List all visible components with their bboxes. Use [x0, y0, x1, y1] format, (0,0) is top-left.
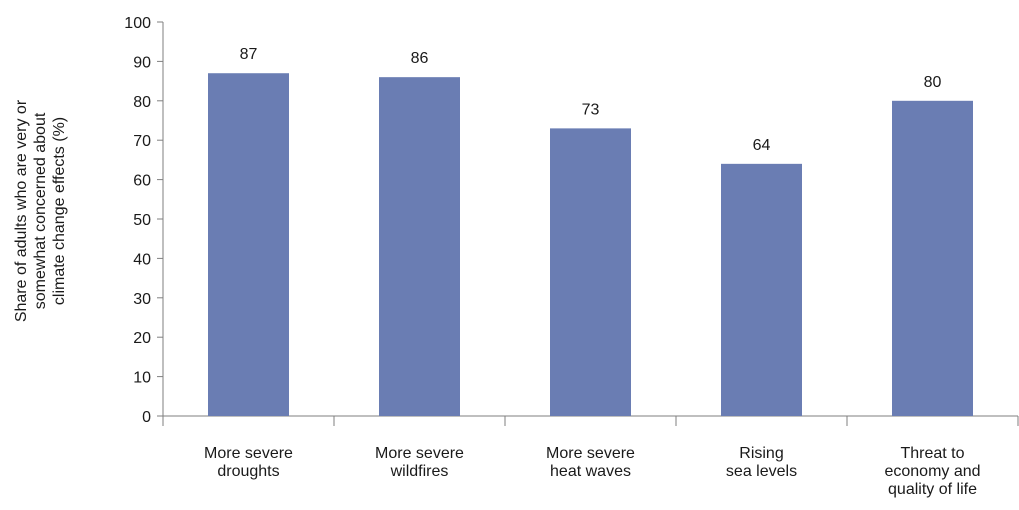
y-tick-label: 10: [133, 370, 151, 387]
y-tick-label: 30: [133, 291, 151, 308]
y-tick-label: 0: [142, 409, 151, 426]
bar: [550, 128, 631, 416]
y-tick-label: 100: [124, 15, 151, 32]
y-axis-title-text: Share of adults who are very or somewhat …: [13, 99, 68, 322]
y-tick-label: 90: [133, 54, 151, 71]
bars: [208, 73, 973, 417]
data-label: 73: [582, 101, 600, 118]
bar: [208, 73, 289, 416]
y-axis-title: Share of adults who are very or somewhat …: [13, 99, 68, 322]
bar: [892, 100, 973, 417]
data-label: 64: [753, 137, 771, 154]
category-label: Rising sea levels: [726, 445, 797, 480]
category-label: Threat to economy and quality of life: [884, 445, 980, 498]
bar: [721, 163, 802, 416]
y-tick-label: 80: [133, 94, 151, 111]
data-label: 80: [924, 74, 942, 91]
y-tick-label: 20: [133, 330, 151, 347]
y-tick-label: 40: [133, 251, 151, 268]
x-axis: [162, 415, 1019, 426]
data-label: 87: [240, 46, 258, 63]
category-label: More severe heat waves: [546, 445, 635, 480]
category-labels: More severe droughts More severe wildfires M…: [204, 445, 980, 498]
data-labels: 87 86 73 64 80: [240, 46, 942, 154]
y-tick-label: 70: [133, 133, 151, 150]
y-axis: 0 10 20 30 40 50 60 70 80 90 100: [124, 15, 164, 426]
data-label: 86: [411, 50, 429, 67]
category-label: More severe droughts: [204, 445, 293, 480]
y-tick-label: 60: [133, 173, 151, 190]
y-tick-label: 50: [133, 212, 151, 229]
bar: [379, 77, 460, 416]
category-label: More severe wildfires: [375, 445, 464, 480]
